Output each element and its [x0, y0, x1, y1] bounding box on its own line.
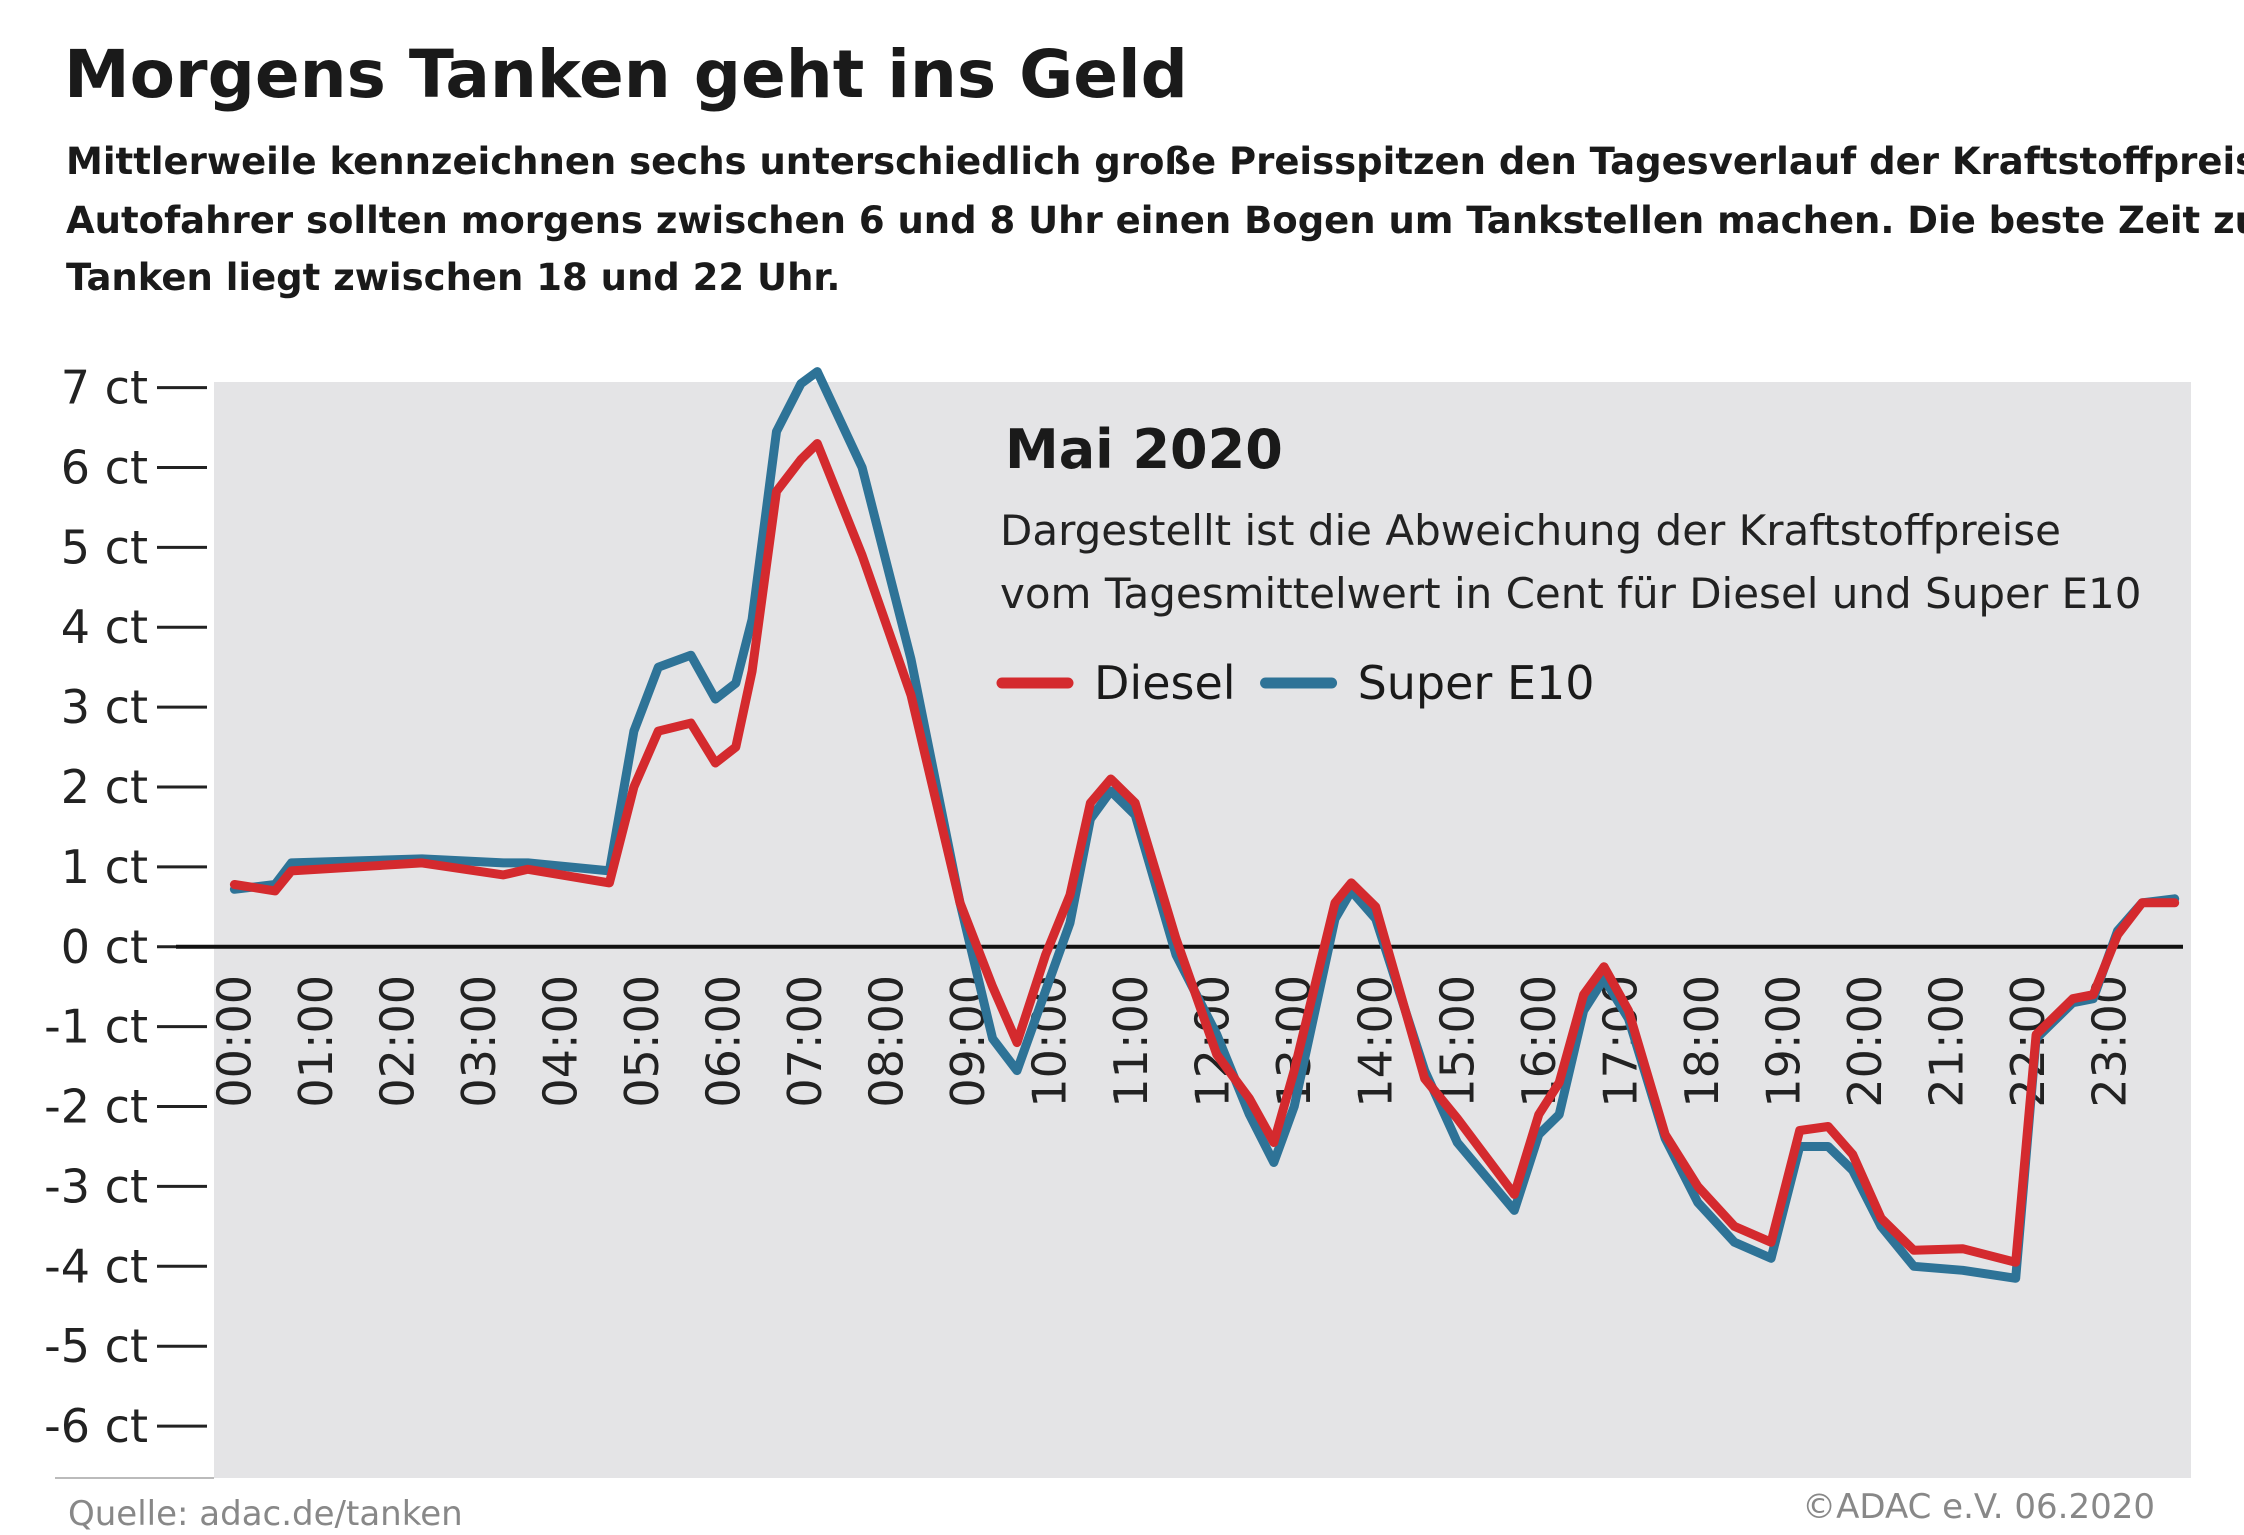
annotation: Dargestellt ist die Abweichung der Kraft… — [1000, 506, 2061, 555]
x-tick-label: 06:00 — [697, 975, 751, 1108]
subtitle: Mittlerweile kennzeichnen sechs untersch… — [66, 140, 2244, 183]
y-tick-label: 5 ct — [61, 520, 148, 574]
x-tick-label: 02:00 — [370, 975, 424, 1108]
y-tick-label: -1 ct — [44, 1000, 148, 1054]
x-tick-label: 04:00 — [533, 975, 587, 1108]
y-tick-label: 0 ct — [61, 920, 148, 974]
y-tick-label: 3 ct — [61, 680, 148, 734]
x-tick-label: 09:00 — [941, 975, 995, 1108]
x-tick-label: 21:00 — [1919, 975, 1973, 1108]
x-tick-label: 11:00 — [1104, 975, 1158, 1108]
x-tick-label: 05:00 — [615, 975, 669, 1108]
x-tick-label: 03:00 — [452, 975, 506, 1108]
y-tick-label: 2 ct — [61, 760, 148, 814]
y-tick-label: -3 ct — [44, 1159, 148, 1213]
x-tick-label: 19:00 — [1756, 975, 1810, 1108]
y-tick-label: 4 ct — [61, 600, 148, 654]
y-tick-label: 1 ct — [61, 840, 148, 894]
x-tick-label: 15:00 — [1430, 975, 1484, 1108]
y-tick-label: -2 ct — [44, 1080, 148, 1134]
plot-area — [214, 382, 2191, 1478]
annotation-title: Mai 2020 — [1005, 418, 1283, 481]
annotation: vom Tagesmittelwert in Cent für Diesel u… — [1000, 569, 2141, 618]
x-tick-label: 20:00 — [1838, 975, 1892, 1108]
x-tick-label: 00:00 — [207, 975, 261, 1108]
y-tick-label: -6 ct — [44, 1399, 148, 1453]
x-tick-label: 18:00 — [1675, 975, 1729, 1108]
series-line — [229, 439, 2180, 1267]
series-line — [229, 367, 2180, 1283]
x-tick-label: 14:00 — [1349, 975, 1403, 1108]
x-tick-label: 08:00 — [860, 975, 914, 1108]
legend-label: Super E10 — [1358, 656, 1595, 710]
subtitle: Autofahrer sollten morgens zwischen 6 un… — [66, 199, 2244, 242]
chart-title: Morgens Tanken geht ins Geld — [64, 36, 1188, 113]
legend-label: Diesel — [1094, 656, 1236, 710]
y-tick-label: 6 ct — [61, 440, 148, 494]
y-tick-label: 7 ct — [61, 361, 148, 415]
copyright: ©ADAC e.V. 06.2020 — [1802, 1487, 2155, 1527]
source: Quelle: adac.de/tanken — [68, 1494, 463, 1534]
y-tick-label: -5 ct — [44, 1319, 148, 1373]
x-tick-label: 01:00 — [289, 975, 343, 1108]
subtitle: Tanken liegt zwischen 18 und 22 Uhr. — [66, 256, 840, 299]
x-tick-label: 07:00 — [778, 975, 832, 1108]
y-tick-label: -4 ct — [44, 1239, 148, 1293]
